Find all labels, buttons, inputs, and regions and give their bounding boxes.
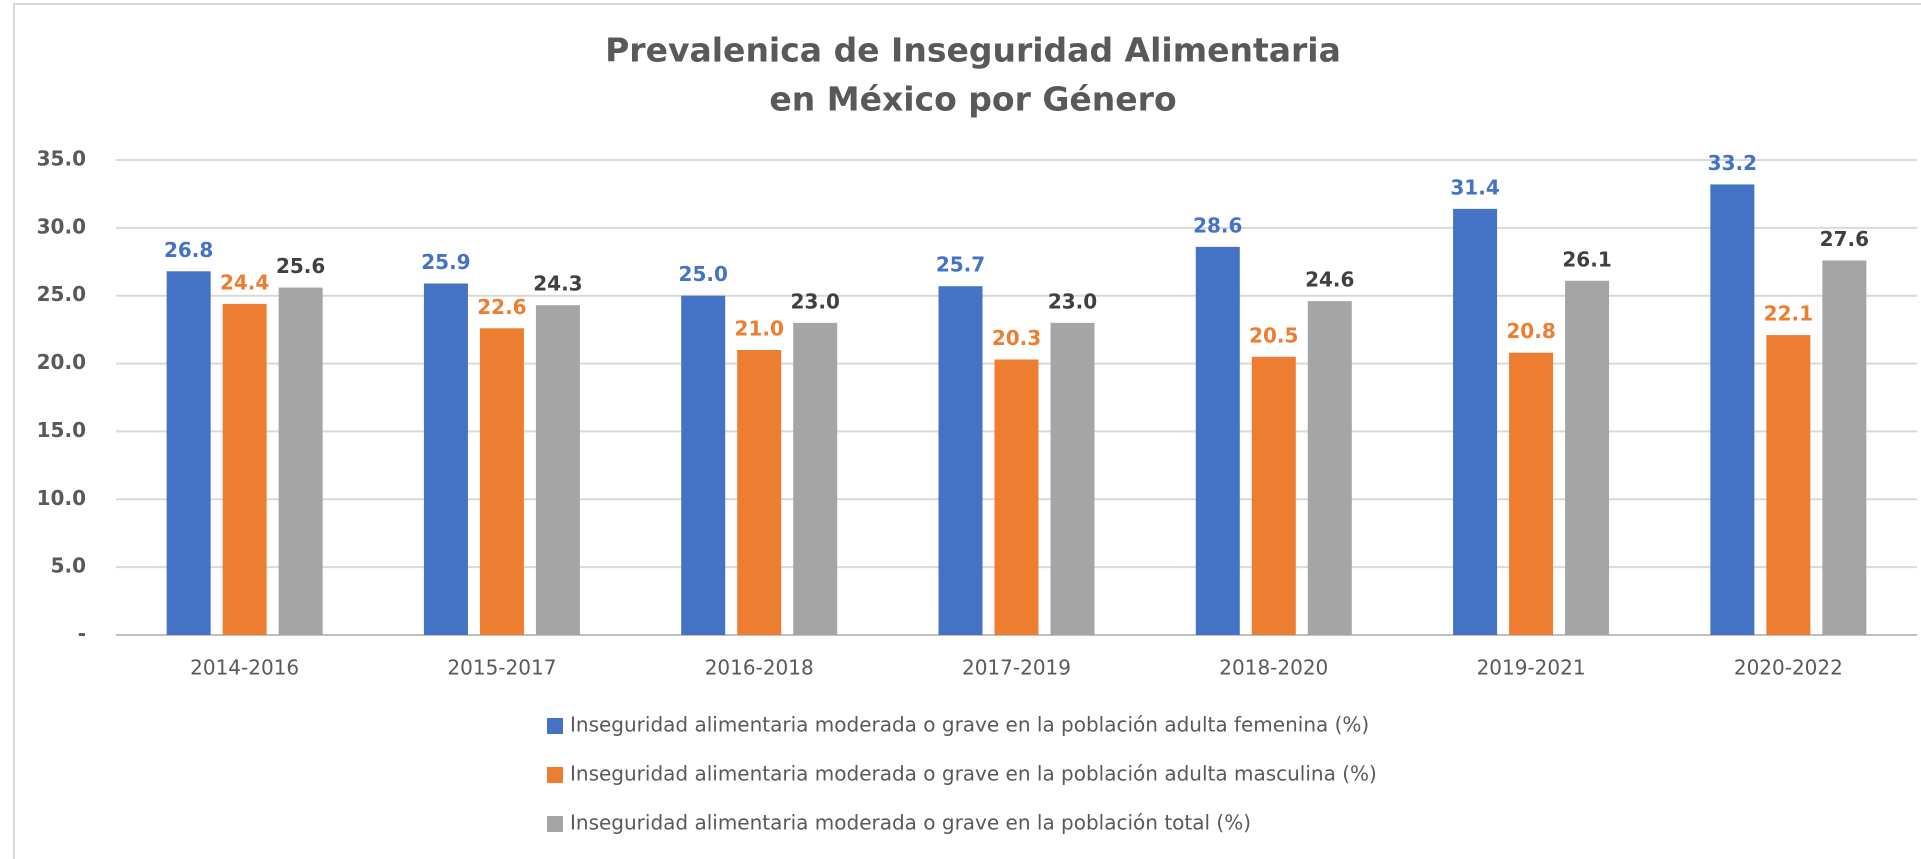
bar — [1565, 280, 1610, 635]
data-label: 25.6 — [276, 254, 325, 278]
y-tick-label: 35.0 — [37, 147, 86, 171]
data-label: 26.1 — [1562, 247, 1611, 271]
y-tick-label: 20.0 — [37, 350, 86, 374]
data-label: 28.6 — [1193, 213, 1242, 237]
y-tick-label: - — [78, 622, 86, 646]
data-label: 24.4 — [220, 270, 269, 294]
data-label: 20.8 — [1506, 319, 1555, 343]
data-label: 21.0 — [735, 317, 784, 341]
data-label: 22.6 — [477, 295, 526, 319]
bar — [479, 328, 524, 635]
data-label: 26.8 — [164, 238, 213, 262]
x-tick-label: 2018-2020 — [1219, 656, 1328, 680]
bar — [1050, 322, 1095, 635]
y-tick-label: 25.0 — [37, 282, 86, 306]
data-label: 24.3 — [533, 272, 582, 296]
legend-label: Inseguridad alimentaria moderada o grave… — [570, 762, 1377, 786]
data-label: 20.5 — [1249, 323, 1298, 347]
bar — [1766, 335, 1811, 635]
x-tick-label: 2017-2019 — [962, 656, 1071, 680]
data-label: 31.4 — [1450, 175, 1499, 199]
legend-label: Inseguridad alimentaria moderada o grave… — [570, 713, 1369, 737]
bar — [1710, 184, 1755, 635]
bar — [535, 305, 580, 635]
y-tick-label: 15.0 — [37, 418, 86, 442]
data-label: 25.7 — [936, 253, 985, 277]
data-label: 24.6 — [1305, 268, 1354, 292]
data-label: 23.0 — [791, 289, 840, 313]
chart-title: Prevalenica de Inseguridad Alimentaria — [605, 31, 1341, 70]
bar — [737, 350, 782, 635]
bar — [1251, 356, 1296, 635]
bar — [1195, 246, 1240, 635]
bar — [938, 286, 983, 635]
chart-title: en México por Género — [769, 80, 1176, 119]
y-tick-label: 30.0 — [37, 214, 86, 238]
data-label: 25.9 — [421, 250, 470, 274]
data-label: 23.0 — [1048, 289, 1097, 313]
data-label: 20.3 — [992, 326, 1041, 350]
bar — [994, 359, 1039, 635]
legend-swatch — [547, 718, 563, 734]
bar — [793, 322, 838, 635]
x-tick-label: 2019-2021 — [1477, 656, 1586, 680]
x-tick-label: 2016-2018 — [705, 656, 814, 680]
legend-label: Inseguridad alimentaria moderada o grave… — [570, 811, 1251, 835]
bar — [278, 287, 323, 635]
x-tick-label: 2014-2016 — [190, 656, 299, 680]
data-label: 27.6 — [1820, 227, 1869, 251]
bar — [1307, 301, 1352, 635]
legend-swatch — [547, 816, 563, 832]
bar — [1453, 208, 1498, 635]
bar — [423, 283, 468, 635]
bar — [1822, 260, 1867, 635]
x-tick-label: 2015-2017 — [447, 656, 556, 680]
bar — [222, 303, 267, 635]
y-tick-label: 10.0 — [37, 486, 86, 510]
bar — [166, 271, 211, 635]
x-tick-label: 2020-2022 — [1734, 656, 1843, 680]
bar — [681, 295, 726, 635]
data-label: 25.0 — [679, 262, 728, 286]
legend-swatch — [547, 767, 563, 783]
data-label: 22.1 — [1764, 302, 1813, 326]
data-label: 33.2 — [1708, 151, 1757, 175]
bar — [1509, 352, 1554, 635]
y-tick-label: 5.0 — [51, 554, 86, 578]
